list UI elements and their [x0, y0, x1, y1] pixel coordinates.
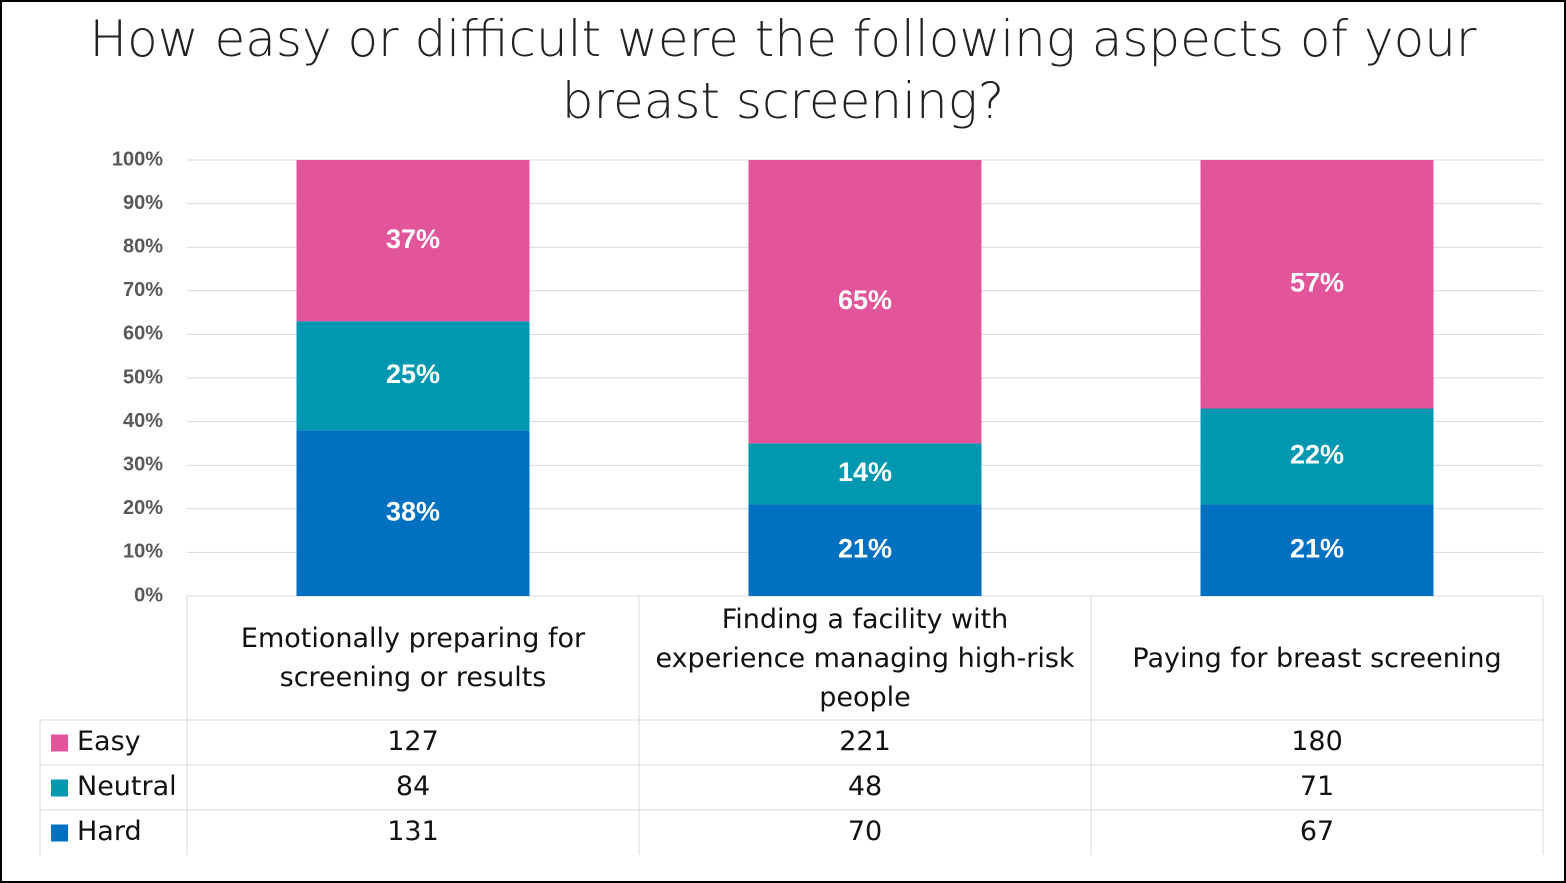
table-value: 131	[387, 816, 439, 847]
table-value: 70	[848, 816, 882, 847]
y-tick-label: 80%	[123, 235, 163, 257]
data-label: 21%	[1290, 533, 1344, 563]
y-tick-label: 100%	[112, 148, 163, 170]
bar-segment	[296, 430, 530, 596]
y-tick-label: 60%	[123, 323, 163, 345]
table-value: 221	[839, 726, 891, 757]
y-tick-label: 40%	[123, 410, 163, 432]
y-tick-label: 50%	[123, 366, 163, 388]
bar-segment	[748, 443, 982, 505]
data-label: 65%	[838, 285, 892, 315]
table-value: 48	[848, 771, 882, 802]
bar-segment	[748, 504, 982, 596]
legend-label: Hard	[77, 816, 142, 847]
bar-segment	[1200, 504, 1434, 596]
data-label: 14%	[838, 457, 892, 487]
table-value: 84	[396, 771, 430, 802]
legend-label: Neutral	[77, 771, 177, 802]
legend-swatch	[51, 734, 68, 752]
y-tick-label: 90%	[123, 192, 163, 214]
table-value: 127	[387, 726, 439, 757]
chart-title: How easy or difficult were the following…	[89, 10, 1477, 130]
data-label: 25%	[386, 359, 440, 389]
y-tick-label: 0%	[134, 584, 163, 606]
legend-label: Easy	[77, 726, 141, 757]
x-tick-label: Paying for breast screening	[1132, 642, 1502, 674]
bar-segment	[1200, 408, 1434, 505]
x-tick-label: Emotionally preparing for screening or r…	[240, 623, 586, 693]
legend-swatch	[51, 779, 68, 797]
data-label: 38%	[386, 496, 440, 526]
y-tick-label: 70%	[123, 279, 163, 301]
data-label: 22%	[1290, 440, 1344, 470]
data-label: 21%	[838, 533, 892, 563]
bar-segment	[748, 160, 982, 444]
bar-segment	[296, 321, 530, 431]
bar-segment	[296, 160, 530, 322]
legend-swatch	[51, 824, 68, 842]
table-value: 180	[1291, 726, 1343, 757]
y-tick-label: 20%	[123, 497, 163, 519]
x-tick-label: Finding a facility with experience manag…	[655, 603, 1075, 713]
bar-segment	[1200, 160, 1434, 409]
y-tick-label: 30%	[123, 453, 163, 475]
table-value: 67	[1300, 816, 1334, 847]
table-value: 71	[1300, 771, 1334, 802]
data-label: 37%	[386, 224, 440, 254]
data-label: 57%	[1290, 267, 1344, 297]
y-tick-label: 10%	[123, 541, 163, 563]
